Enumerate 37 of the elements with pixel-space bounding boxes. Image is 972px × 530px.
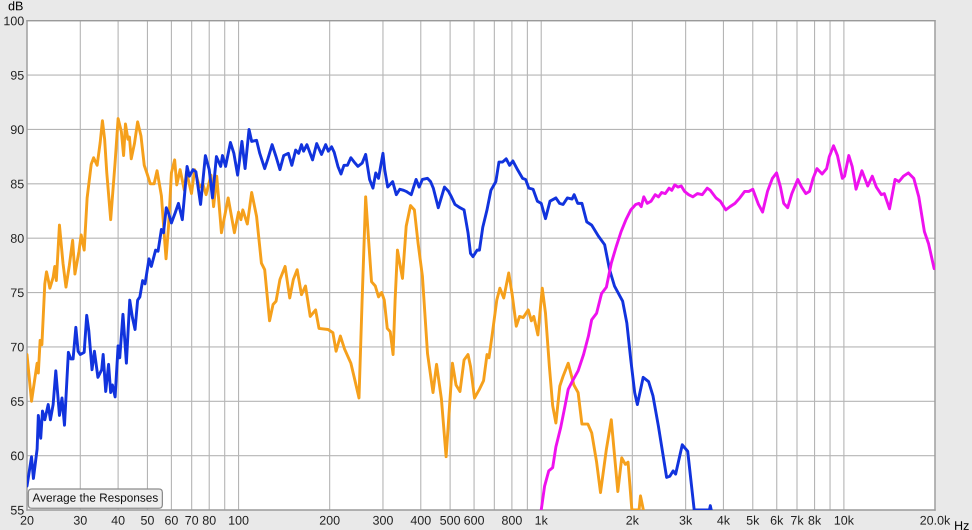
y-tick-label: 90 [10,125,24,134]
x-tick-label: 300 [373,516,393,525]
y-tick-label: 70 [10,342,24,352]
x-tick-label: 5k [746,516,760,525]
x-tick-label: 3k [680,516,692,525]
x-tick-label: 2k [626,516,639,525]
x-tick-label: 200 [320,516,340,525]
x-tick-label: 30 [74,516,87,525]
y-tick-label: 75 [10,288,24,298]
x-tick-label: 1k [536,516,548,525]
x-tick-label: 600 [464,516,484,525]
x-tick-label: 70 [185,516,198,525]
x-axis-title: Hz [955,521,969,530]
x-tick-label: 500 [440,516,460,525]
x-tick-label: 40 [111,516,125,525]
x-tick-label: 60 [165,516,178,525]
y-tick-label: 55 [10,506,24,515]
y-axis-title: dB [8,1,23,10]
x-tick-label: 80 [202,516,216,525]
x-tick-label: 8k [808,516,822,525]
y-tick-label: 60 [10,451,24,460]
x-tick-label: 10k [834,516,854,525]
y-tick-label: 65 [10,397,24,406]
x-tick-label: 7k [791,516,804,525]
y-tick-label: 85 [10,180,24,188]
x-tick-label: 400 [410,516,431,525]
x-tick-label: 50 [140,516,154,525]
x-tick-label: 20 [20,516,34,525]
x-tick-label: 4k [717,516,730,525]
y-tick-label: 100 [4,16,24,26]
y-tick-label: 80 [10,234,24,243]
x-tick-label: 100 [229,516,248,525]
x-tick-label: 800 [502,516,522,525]
y-tick-label: 95 [10,70,24,80]
annotation: Average the Responses [32,493,158,504]
x-tick-label: 6k [770,516,784,525]
x-tick-label: 20.0k [920,516,950,525]
